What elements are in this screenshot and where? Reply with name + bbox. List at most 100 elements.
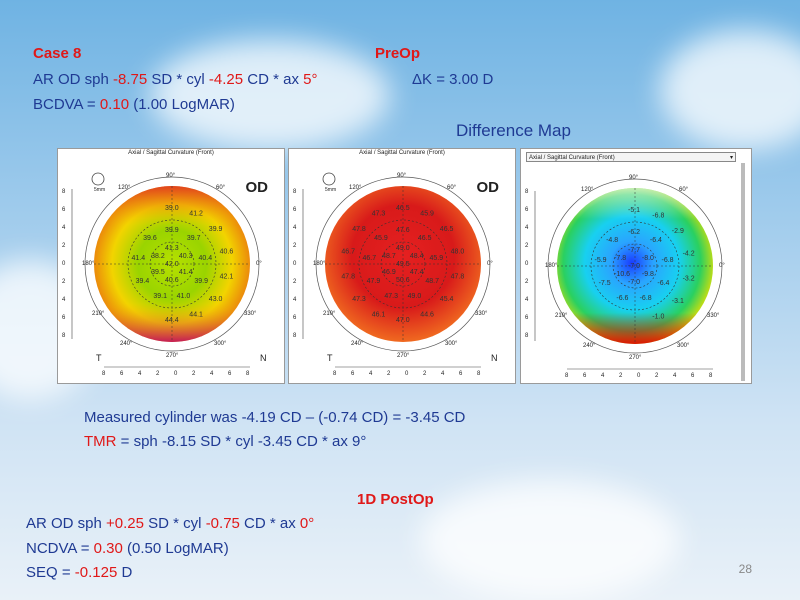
scale-tick-label: 2 [387, 371, 391, 377]
axis-label-left-lower: 210° [323, 311, 336, 317]
axis-label-left-upper: 120° [118, 185, 131, 191]
scale-tick-label: 6 [120, 371, 124, 377]
ar-cd: CD * ax [243, 71, 304, 88]
map-value: -6.2 [628, 229, 640, 236]
scale-tick-label-vertical: 2 [62, 243, 66, 249]
scale-tick-label: 2 [619, 373, 623, 379]
axis-label-top: 90° [629, 175, 639, 181]
map-value: 49.5 [396, 261, 410, 268]
map-value: 39.6 [143, 235, 157, 242]
map-value: 41.4 [132, 255, 146, 262]
map-value: -3.2 [683, 276, 695, 283]
map-value: 47.8 [352, 226, 366, 233]
magnifier-icon [322, 172, 336, 186]
map-value: 44.4 [165, 317, 179, 324]
scale-tick-label: 0 [174, 371, 178, 377]
map-value: 46.7 [341, 249, 355, 256]
topography-map-2[interactable]: Axial / Sagittal Curvature (Front) OD 49… [288, 148, 516, 384]
scale-tick-label-vertical: 2 [293, 279, 297, 285]
ncdva-suffix: (0.50 LogMAR) [122, 540, 229, 557]
axis-label-bottom-left: 240° [120, 341, 133, 347]
map-type-dropdown[interactable]: Axial / Sagittal Curvature (Front) ▾ [526, 152, 736, 162]
scale-tick-label: 8 [102, 371, 106, 377]
page-number: 28 [738, 562, 752, 576]
map-value: 39.1 [153, 293, 167, 300]
postop-ar-ax: 0° [299, 515, 315, 532]
scale-tick-label-vertical: 6 [293, 315, 297, 321]
map-value: 46.5 [396, 205, 410, 212]
scale-tick-label: 0 [405, 371, 409, 377]
measured-cylinder: Measured cylinder was -4.19 CD – (-0.74 … [84, 409, 466, 426]
map-value: 44.6 [420, 312, 434, 319]
scale-tick-label-vertical: 8 [293, 189, 297, 195]
map-value: 39.4 [136, 278, 150, 285]
map-value: 46.7 [363, 255, 377, 262]
difference-map-panel[interactable]: Axial / Sagittal Curvature (Front) ▾ -7.0… [520, 148, 752, 384]
map-value: 39.9 [165, 227, 179, 234]
axis-label-right: 0° [719, 263, 725, 269]
scale-tick-label-vertical: 0 [525, 261, 529, 267]
seq-value: -0.125 [74, 564, 118, 581]
scale-tick-label: 8 [333, 371, 337, 377]
temporal-label: T [96, 353, 102, 363]
difference-map-title: Difference Map [456, 121, 571, 140]
case-label: Case 8 [33, 45, 82, 62]
axis-label-right-upper: 60° [447, 185, 457, 191]
ar-prefix: AR OD sph [33, 71, 114, 88]
axis-label-bottom-right: 300° [445, 341, 458, 347]
map-value: -7.5 [599, 280, 611, 287]
scale-tick-label-vertical: 6 [62, 315, 66, 321]
axis-label-left: 180° [545, 263, 558, 269]
axis-label-left: 180° [82, 261, 95, 267]
scale-tick-label: 4 [601, 373, 605, 379]
map-value: 39.7 [187, 235, 201, 242]
map-value: 45.4 [440, 296, 454, 303]
map-value: 48.4 [410, 253, 424, 260]
scale-tick-label-vertical: 6 [293, 207, 297, 213]
map-value: -2.9 [672, 228, 684, 235]
scale-tick-label: 8 [565, 373, 569, 379]
map-value: 46.5 [418, 235, 432, 242]
scale-tick-label-vertical: 6 [525, 207, 529, 213]
axis-label-right-lower: 330° [707, 313, 720, 319]
map-canvas: 49.549.048.447.450.646.948.747.646.545.9… [302, 172, 491, 368]
axis-label-right-lower: 330° [244, 311, 257, 317]
size-label: 5mm [325, 187, 337, 193]
bcdva-suffix: (1.00 LogMAR) [129, 96, 235, 113]
scale-tick-label: 6 [691, 373, 695, 379]
ncdva-prefix: NCDVA = [26, 540, 94, 557]
map-value: -7.7 [628, 247, 640, 254]
map-value: -4.8 [606, 237, 618, 244]
scale-tick-label-vertical: 8 [525, 189, 529, 195]
map-value: 46.5 [440, 226, 454, 233]
map-value: 45.9 [420, 211, 434, 218]
scale-tick-label: 8 [246, 371, 250, 377]
postop-title: 1D PostOp [357, 491, 434, 508]
map-values: 42.041.340.341.440.639.538.239.939.740.4… [132, 205, 234, 324]
map-value: 48.7 [425, 278, 439, 285]
map-value: 39.5 [151, 269, 165, 276]
map-value: -10.6 [614, 271, 630, 278]
topography-map-1[interactable]: Axial / Sagittal Curvature (Front) OD 42… [57, 148, 285, 384]
ncdva-value: 0.30 [93, 540, 123, 557]
map-value: 47.3 [384, 293, 398, 300]
scale-tick-label-vertical: 2 [525, 279, 529, 285]
map-value: 42.1 [220, 274, 234, 281]
map-value: 41.0 [177, 293, 191, 300]
postop-ar-sph: +0.25 [106, 515, 144, 532]
map-value: 41.3 [165, 245, 179, 252]
map-value: 44.1 [189, 312, 203, 319]
nasal-label: N [260, 353, 267, 363]
map-value: 47.3 [372, 211, 386, 218]
map-value: 49.0 [408, 293, 422, 300]
preop-refraction: AR OD sph -8.75 SD * cyl -4.25 CD * ax 5… [33, 70, 317, 89]
map-value: -6.8 [652, 213, 664, 220]
map-title: Axial / Sagittal Curvature (Front) [128, 150, 214, 156]
map-value: 49.0 [396, 245, 410, 252]
map-canvas: -7.0 -7.7-8.0 -9.8-7.0-10.6 -7.8 -6.2 -6.4 -6.… [534, 163, 745, 381]
postop-refraction: AR OD sph +0.25 SD * cyl -0.75 CD * ax 0… [26, 514, 314, 533]
postop-ar-cyl: -0.75 [205, 515, 240, 532]
scale-tick-label-vertical: 4 [62, 297, 66, 303]
map-value: -8.0 [642, 255, 654, 262]
scale-tick-label-vertical: 2 [293, 243, 297, 249]
